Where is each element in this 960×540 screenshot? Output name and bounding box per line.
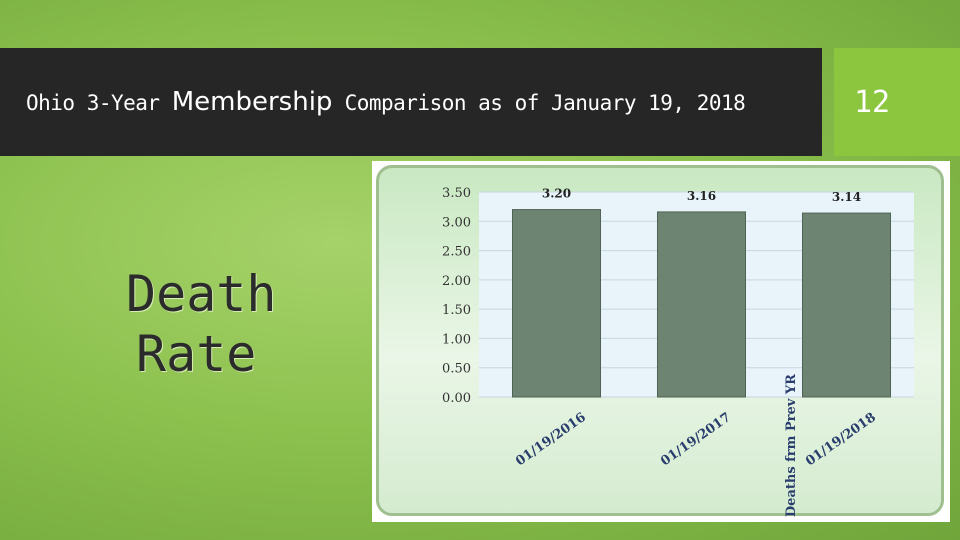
y-tick-label: 0.00 [442,391,471,406]
y-tick-label: 3.50 [442,186,471,201]
data-labels: 3.20 3.16 3.14 [542,187,861,205]
data-label: 3.20 [542,187,571,201]
data-label: 3.14 [832,190,861,204]
bar-chart: 0.00 0.50 1.00 1.50 2.00 2.50 3.00 3.50 3.20 3.1… [442,186,914,522]
x-axis-ticks: 01/19/2016 01/19/2017 01/19/2018 [513,410,879,469]
y-tick-label: 0.50 [442,362,471,377]
y-tick-label: 3.00 [442,215,471,230]
side-label-line2: Rate [136,325,257,383]
x-tick-label: 01/19/2016 [513,410,589,469]
bars [512,209,891,398]
chart-frame: 0.00 0.50 1.00 1.50 2.00 2.50 3.00 3.50 3.20 3.1… [372,161,950,522]
y-axis-ticks: 0.00 0.50 1.00 1.50 2.00 2.50 3.00 3.50 [442,186,471,406]
title-bar: Ohio 3-Year Membership Comparison as of … [0,48,822,156]
bar [512,209,601,398]
title-prefix: Ohio 3-Year [26,91,172,115]
y-tick-label: 2.50 [442,245,471,260]
slide-title: Ohio 3-Year Membership Comparison as of … [26,87,746,117]
y-tick-label: 1.00 [442,332,471,347]
data-label: 3.16 [687,189,716,203]
page-number-box: 12 [834,48,960,156]
side-label-line1: Death [126,265,277,323]
page-number: 12 [854,84,891,120]
title-emphasis: Membership [171,87,333,117]
x-tick-label: 01/19/2017 [658,410,734,469]
bar [802,212,891,398]
y-tick-label: 2.00 [442,274,471,289]
y-axis-label: % Deaths frm Prev YR [784,374,799,522]
side-label: Death Rate [126,264,277,384]
title-suffix: Comparison as of January 19, 2018 [332,91,746,115]
bar [657,211,746,398]
y-tick-label: 1.50 [442,303,471,318]
x-tick-label: 01/19/2018 [803,410,879,469]
